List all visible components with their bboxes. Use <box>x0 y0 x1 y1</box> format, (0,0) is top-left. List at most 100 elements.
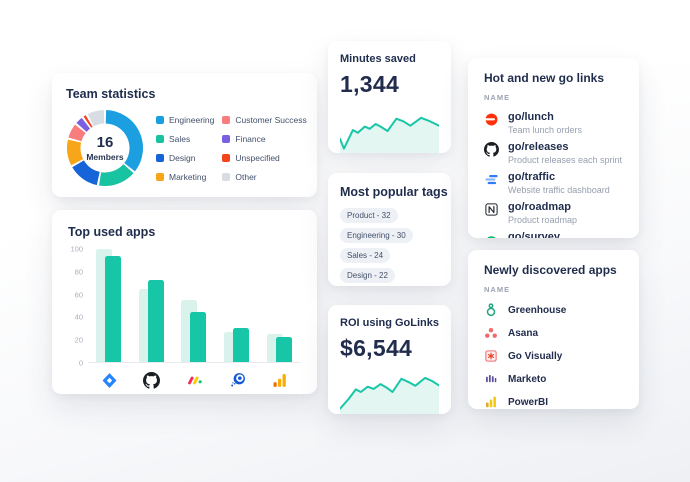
tag-pill-sales-24[interactable]: Sales - 24 <box>340 248 391 263</box>
golinks-column-header: NAME <box>484 93 511 102</box>
golink-row-go-releases[interactable]: go/releases Product releases each sprint <box>484 141 623 165</box>
notion-icon <box>484 202 499 225</box>
donut-svg <box>67 110 144 186</box>
legend-item-marketing: Marketing <box>156 172 214 182</box>
golink-description: Website traffic dashboard <box>508 185 610 195</box>
golink-description: Product roadmap <box>508 215 578 225</box>
donut-segment-engineering <box>105 110 144 172</box>
bar-chart-plot <box>88 249 301 363</box>
legend-label: Sales <box>169 133 191 144</box>
legend-item-sales: Sales <box>156 134 214 144</box>
roi-title: ROI using GoLinks <box>340 317 440 329</box>
bar-current <box>105 255 122 362</box>
members-donut-chart: 16 Members <box>66 109 144 187</box>
tag-pill-product-32[interactable]: Product - 32 <box>340 208 398 223</box>
donut-segment-marketing <box>67 139 84 166</box>
legend-swatch <box>156 115 164 124</box>
legend-item-engineering: Engineering <box>156 115 214 125</box>
team-statistics-body: 16 Members Engineering Sales Design Marketi… <box>66 109 307 187</box>
legend-label: Marketing <box>169 171 207 182</box>
roi-card: ROI using GoLinks $6,544 <box>328 305 451 414</box>
legend-label: Unspecified <box>235 152 280 163</box>
bar-group-google-analytics-icon <box>266 249 293 362</box>
hot-new-golinks-title: Hot and new go links <box>484 71 605 85</box>
app-row-go-visually[interactable]: Go Visually <box>484 349 623 363</box>
golink-name[interactable]: go/releases <box>508 141 569 153</box>
donut-segment-sales <box>98 164 134 186</box>
golink-name[interactable]: go/roadmap <box>508 201 571 213</box>
comet-icon <box>224 372 250 389</box>
legend-item-design: Design <box>156 153 214 163</box>
area-fill <box>340 377 439 414</box>
golink-row-go-traffic[interactable]: go/traffic Website traffic dashboard <box>484 171 623 195</box>
donut-segment-finance <box>76 117 91 132</box>
legend-label: Other <box>235 171 257 182</box>
minutes-saved-value: 1,344 <box>340 71 400 97</box>
golink-description: Product releases each sprint <box>508 155 623 165</box>
legend-label: Engineering <box>169 114 215 125</box>
golink-name[interactable]: go/survey <box>508 231 560 238</box>
golink-row-go-survey[interactable]: go/survey Company-wide survey <box>484 231 623 238</box>
new-apps-list: Greenhouse Asana Go Visually Marketo Pow… <box>484 303 623 409</box>
legend-swatch <box>222 115 231 124</box>
app-row-greenhouse[interactable]: Greenhouse <box>484 303 623 317</box>
y-axis-tick: 100 <box>70 244 83 254</box>
app-row-marketo[interactable]: Marketo <box>484 372 623 386</box>
top-apps-bar-chart: 0 20 40 60 80 100 <box>68 245 301 368</box>
bar-group-jira-icon <box>96 249 122 362</box>
monday-icon <box>181 372 207 389</box>
top-used-apps-card: Top used apps 0 20 40 60 80 100 <box>52 210 317 394</box>
marketo-icon <box>484 372 498 386</box>
y-axis-tick: 60 <box>74 290 83 300</box>
govisually-icon <box>484 349 498 363</box>
bar-current <box>147 279 164 362</box>
minutes-saved-title: Minutes saved <box>340 53 416 65</box>
traffic-bars-icon <box>484 172 499 195</box>
most-popular-tags-card: Most popular tags Product - 32 Engineerin… <box>328 173 451 286</box>
asana-icon <box>484 326 498 340</box>
minutes-saved-area-chart <box>340 109 439 153</box>
donut-segment-other <box>87 110 105 127</box>
doordash-icon <box>484 112 499 135</box>
donut-center: 16 Members <box>66 109 144 187</box>
minutes-saved-card: Minutes saved 1,344 <box>328 41 451 153</box>
golink-description: Team lunch orders <box>508 125 583 135</box>
golink-text: go/releases Product releases each sprint <box>508 141 622 165</box>
github-icon <box>484 142 499 165</box>
area-fill <box>340 117 439 153</box>
golink-name[interactable]: go/lunch <box>508 111 554 123</box>
legend-label: Design <box>169 152 196 163</box>
legend-item-finance: Finance <box>222 134 306 144</box>
app-row-asana[interactable]: Asana <box>484 326 623 340</box>
legend-swatch <box>222 134 231 143</box>
google-analytics-icon <box>267 372 293 389</box>
team-statistics-card: Team statistics 16 Members Engineering Sa… <box>52 73 317 197</box>
golink-row-go-roadmap[interactable]: go/roadmap Product roadmap <box>484 201 623 225</box>
bar-current <box>190 312 207 362</box>
members-count: 16 <box>96 133 114 151</box>
app-row-powerbi[interactable]: PowerBI <box>484 395 623 409</box>
legend-item-unspecified: Unspecified <box>222 153 306 163</box>
bar-chart-y-axis: 0 20 40 60 80 100 <box>68 245 88 368</box>
golink-row-go-lunch[interactable]: go/lunch Team lunch orders <box>484 111 623 135</box>
newly-discovered-apps-card: Newly discovered apps NAME Greenhouse As… <box>468 250 639 409</box>
legend-swatch <box>222 153 231 162</box>
tag-pill-design-22[interactable]: Design - 22 <box>340 268 395 283</box>
legend-swatch <box>222 172 231 181</box>
app-name: Go Visually <box>508 350 563 362</box>
y-axis-tick: 0 <box>78 358 83 368</box>
app-name: Asana <box>508 327 539 339</box>
tag-pills: Product - 32 Engineering - 30 Sales - 24 De… <box>340 208 439 286</box>
golink-text: go/lunch Team lunch orders <box>508 111 582 135</box>
bar-group-github-icon <box>138 249 165 362</box>
tag-pill-engineering-30[interactable]: Engineering - 30 <box>340 228 413 243</box>
github-icon <box>139 372 165 389</box>
golinks-list: go/lunch Team lunch orders go/releases P… <box>484 111 623 238</box>
legend-swatch <box>156 134 164 143</box>
roi-area-chart <box>340 370 439 414</box>
golink-name[interactable]: go/traffic <box>508 171 556 183</box>
team-statistics-title: Team statistics <box>66 87 156 101</box>
area-line <box>340 378 439 409</box>
surveymonkey-icon <box>484 232 499 238</box>
newly-discovered-apps-title: Newly discovered apps <box>484 263 617 277</box>
